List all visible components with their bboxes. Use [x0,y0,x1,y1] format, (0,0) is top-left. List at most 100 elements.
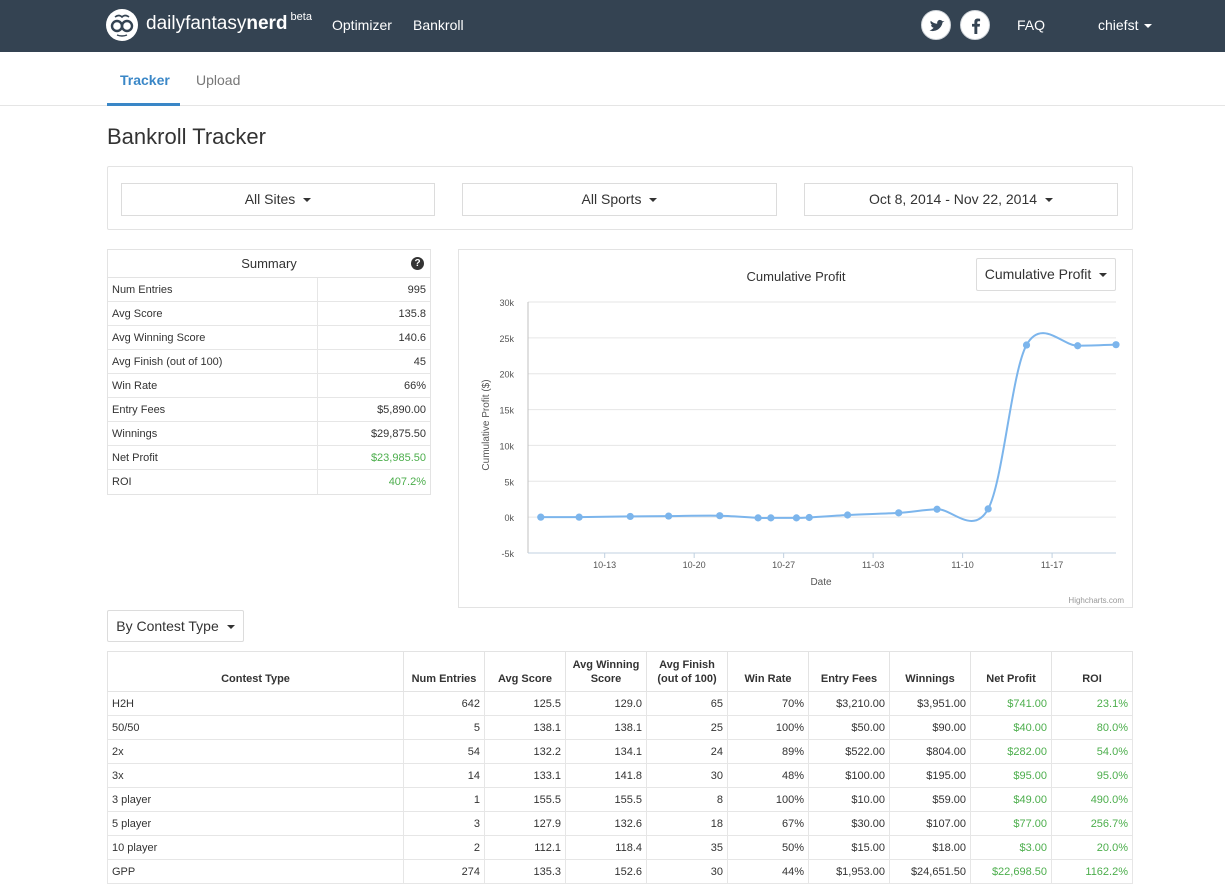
data-point [537,513,545,521]
tab-upload[interactable]: Upload [196,72,241,88]
column-header[interactable]: Avg Winning Score [565,651,647,692]
table-cell: $95.00 [970,763,1052,788]
nav-bankroll-link[interactable]: Bankroll [413,17,464,33]
summary-label: ROI [112,476,132,488]
column-divider [317,398,318,422]
table-cell: 256.7% [1051,811,1133,836]
nav-faq-link[interactable]: FAQ [1017,17,1046,33]
x-tick-label: 10-20 [683,560,706,570]
table-cell: $3,210.00 [808,691,890,716]
column-header[interactable]: Entry Fees [808,651,890,692]
table-cell: 67% [727,811,809,836]
nerd-glasses-logo-icon[interactable] [106,9,138,41]
y-tick-label: 10k [499,441,514,451]
data-point [665,512,673,520]
table-cell: 2 [403,835,485,860]
date-range-dropdown[interactable]: Oct 8, 2014 - Nov 22, 2014 [804,183,1118,216]
twitter-icon[interactable] [921,10,951,40]
table-cell: 1 [403,787,485,812]
chart-title: Cumulative Profit [747,269,846,284]
column-header[interactable]: Num Entries [403,651,485,692]
x-tick-label: 11-03 [862,560,884,570]
data-point [1112,341,1120,349]
table-cell: 20.0% [1051,835,1133,860]
y-tick-label: 5k [504,477,514,487]
brand-name[interactable]: dailyfantasynerd beta [146,11,312,35]
site-filter-dropdown[interactable]: All Sites [121,183,435,216]
sport-filter-dropdown[interactable]: All Sports [462,183,777,216]
table-cell: $59.00 [889,787,971,812]
table-row: H2H 642 125.5 129.0 65 70% $3,210.00 $3,951.00 $… [107,691,1133,716]
top-navbar: dailyfantasynerd beta Optimizer Bankroll … [0,0,1225,52]
summary-value: $5,890.00 [377,404,426,416]
summary-value: 45 [413,356,426,368]
table-cell: 134.1 [565,739,647,764]
site-filter-label: All Sites [244,191,296,207]
table-cell: 25 [646,715,728,740]
table-cell: 54 [403,739,485,764]
table-cell: 24 [646,739,728,764]
table-cell: $50.00 [808,715,890,740]
column-header[interactable]: Win Rate [727,651,809,692]
table-cell: 127.9 [484,811,566,836]
summary-row: Win Rate 66% [108,374,430,398]
data-point [754,514,762,522]
column-header[interactable]: ROI [1051,651,1133,692]
table-cell: $18.00 [889,835,971,860]
user-menu[interactable]: chiefst [1098,17,1153,33]
table-cell: 14 [403,763,485,788]
x-axis-label: Date [810,577,832,588]
chevron-down-icon [226,625,235,630]
table-cell: 129.0 [565,691,647,716]
table-cell: $282.00 [970,739,1052,764]
table-cell: 5 [403,715,485,740]
chevron-down-icon [1144,24,1153,29]
help-icon[interactable]: ? [411,257,424,270]
x-tick-label: 10-27 [772,560,795,570]
summary-label: Num Entries [112,284,173,296]
chart-credits[interactable]: Highcharts.com [1068,596,1124,605]
series-line [540,332,1117,522]
page-title: Bankroll Tracker [107,124,266,149]
table-cell: 132.2 [484,739,566,764]
chart-metric-dropdown[interactable]: Cumulative Profit [976,258,1116,291]
table-cell: 274 [403,859,485,884]
column-divider [317,326,318,350]
chart-metric-label: Cumulative Profit [984,266,1092,282]
table-cell: 152.6 [565,859,647,884]
facebook-icon[interactable] [960,10,990,40]
column-header[interactable]: Avg Finish (out of 100) [646,651,728,692]
table-cell: 5 player [107,811,404,836]
table-cell: 80.0% [1051,715,1133,740]
table-cell: 50/50 [107,715,404,740]
data-point [1074,342,1082,350]
table-cell: 100% [727,787,809,812]
column-divider [317,278,318,302]
summary-label: Entry Fees [112,404,166,416]
summary-row: Avg Score 135.8 [108,302,430,326]
data-point [792,514,801,522]
table-cell: GPP [107,859,404,884]
table-cell: 100% [727,715,809,740]
column-divider [317,422,318,446]
summary-label: Avg Finish (out of 100) [112,356,223,368]
summary-value: $29,875.50 [370,428,426,440]
table-cell: $1,953.00 [808,859,890,884]
column-header[interactable]: Contest Type [107,651,404,692]
table-cell: $100.00 [808,763,890,788]
table-cell: $24,651.50 [889,859,971,884]
table-cell: 132.6 [565,811,647,836]
column-header[interactable]: Winnings [889,651,971,692]
tab-tracker[interactable]: Tracker [120,72,170,88]
table-cell: 10 player [107,835,404,860]
table-cell: 70% [727,691,809,716]
table-cell: 138.1 [484,715,566,740]
table-cell: $30.00 [808,811,890,836]
table-cell: 44% [727,859,809,884]
column-header[interactable]: Avg Score [484,651,566,692]
contest-type-dropdown[interactable]: By Contest Type [107,610,244,642]
nav-optimizer-link[interactable]: Optimizer [332,17,392,33]
x-tick-label: 10-13 [593,560,616,570]
sub-tabs: Tracker Upload [0,52,1225,106]
column-header[interactable]: Net Profit [970,651,1052,692]
